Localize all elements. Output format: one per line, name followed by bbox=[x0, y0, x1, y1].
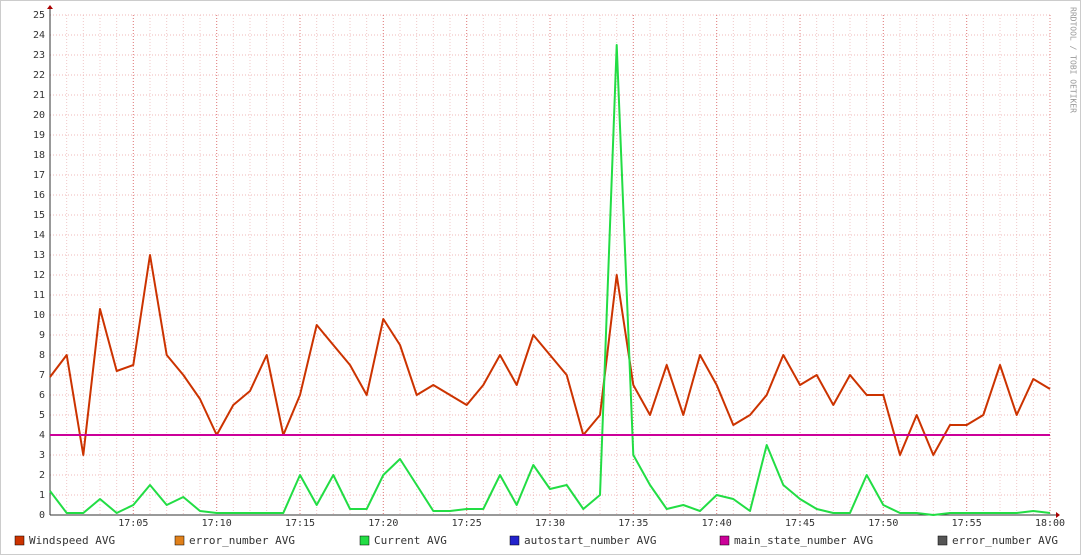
legend-label: autostart_number AVG bbox=[524, 534, 656, 547]
x-tick-label: 17:55 bbox=[952, 518, 982, 529]
y-tick-label: 12 bbox=[33, 270, 45, 281]
y-tick-label: 17 bbox=[33, 170, 45, 181]
y-tick-label: 21 bbox=[33, 90, 45, 101]
x-tick-label: 17:40 bbox=[702, 518, 732, 529]
y-tick-label: 7 bbox=[39, 370, 45, 381]
legend-label: Current AVG bbox=[374, 534, 447, 547]
x-tick-label: 17:10 bbox=[202, 518, 232, 529]
legend-swatch bbox=[14, 535, 25, 546]
y-tick-label: 19 bbox=[33, 130, 45, 141]
y-tick-label: 10 bbox=[33, 310, 45, 321]
x-tick-label: 17:20 bbox=[368, 518, 398, 529]
x-axis-arrow bbox=[1056, 512, 1060, 518]
x-tick-label: 17:35 bbox=[618, 518, 648, 529]
y-tick-label: 1 bbox=[39, 490, 45, 501]
legend-swatch bbox=[937, 535, 948, 546]
y-tick-label: 2 bbox=[39, 470, 45, 481]
legend-label: Windspeed AVG bbox=[29, 534, 115, 547]
y-tick-label: 5 bbox=[39, 410, 45, 421]
watermark: RRDTOOL / TOBI OETIKER bbox=[1069, 7, 1078, 113]
legend-label: error_number AVG bbox=[189, 534, 295, 547]
y-tick-label: 8 bbox=[39, 350, 45, 361]
x-tick-label: 17:05 bbox=[118, 518, 148, 529]
legend-swatch bbox=[509, 535, 520, 546]
y-tick-label: 14 bbox=[33, 230, 45, 241]
x-tick-label: 18:00 bbox=[1035, 518, 1065, 529]
x-tick-label: 17:25 bbox=[452, 518, 482, 529]
y-tick-label: 13 bbox=[33, 250, 45, 261]
y-tick-label: 22 bbox=[33, 70, 45, 81]
y-tick-label: 15 bbox=[33, 210, 45, 221]
y-tick-label: 6 bbox=[39, 390, 45, 401]
y-tick-label: 23 bbox=[33, 50, 45, 61]
y-tick-label: 11 bbox=[33, 290, 45, 301]
legend: Windspeed AVG error_number AVG Current AVG… bbox=[14, 534, 1058, 547]
x-tick-label: 17:45 bbox=[785, 518, 815, 529]
y-tick-label: 25 bbox=[33, 10, 45, 21]
y-tick-label: 24 bbox=[33, 30, 45, 41]
y-tick-label: 18 bbox=[33, 150, 45, 161]
y-tick-label: 16 bbox=[33, 190, 45, 201]
legend-swatch bbox=[174, 535, 185, 546]
x-tick-label: 17:30 bbox=[535, 518, 565, 529]
x-tick-label: 17:50 bbox=[868, 518, 898, 529]
series-line bbox=[49, 44, 1051, 516]
y-tick-label: 20 bbox=[33, 110, 45, 121]
y-axis-arrow bbox=[47, 5, 53, 9]
y-tick-label: 9 bbox=[39, 330, 45, 341]
y-tick-label: 4 bbox=[39, 430, 45, 441]
y-tick-label: 0 bbox=[39, 510, 45, 521]
legend-label: main_state_number AVG bbox=[734, 534, 873, 547]
legend-swatch bbox=[359, 535, 370, 546]
x-tick-label: 17:15 bbox=[285, 518, 315, 529]
legend-swatch bbox=[719, 535, 730, 546]
y-tick-label: 3 bbox=[39, 450, 45, 461]
legend-label: error_number AVG bbox=[952, 534, 1058, 547]
